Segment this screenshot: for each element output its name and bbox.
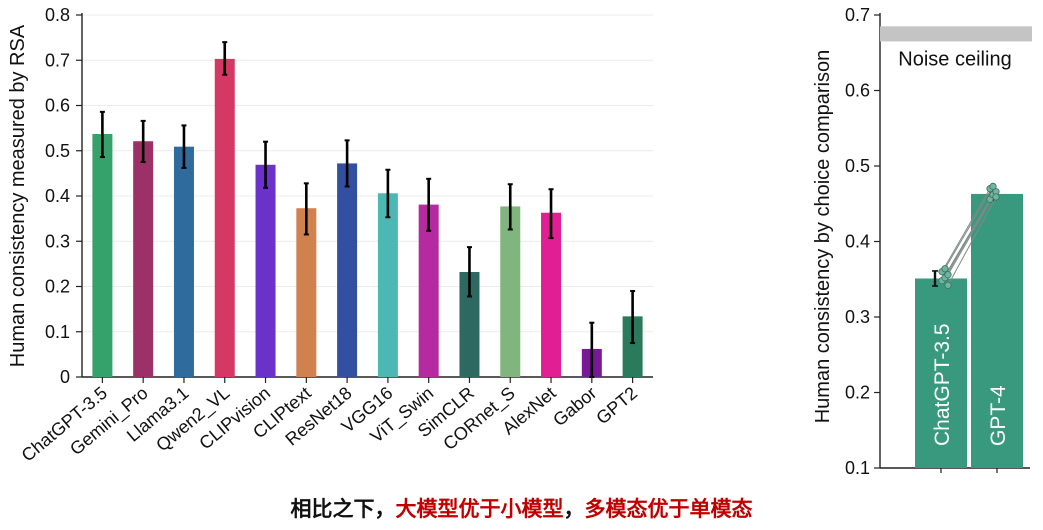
bar [214,58,235,377]
bar [173,146,194,377]
caption-part-3: ， [563,497,585,521]
bar [377,193,398,377]
chart-canvas: 0 0.1 0.2 0.3 0.4 0.5 0.6 0.7 0.8 Human consisten… [7,5,1032,478]
pair-line [941,188,991,272]
bar-label: GPT-4 [987,385,1010,446]
bar [500,206,521,377]
bar [541,212,562,377]
y-tick-label: 0.1 [845,458,870,478]
y-tick-label: 0.7 [45,50,70,70]
caption-part-2: 大模型优于小模型 [395,497,564,521]
y-tick-label: 0.4 [845,232,870,252]
bar [418,204,439,377]
data-point [944,271,952,279]
caption-part-4: 多模态优于单模态 [584,497,753,521]
data-point [944,281,952,289]
y-tick-label: 0 [60,367,70,387]
caption-part-1: 相比之下， [290,497,396,521]
caption: 相比之下，大模型优于小模型，多模态优于单模态 [0,493,1043,523]
y-tick-label: 0.6 [845,81,870,101]
noise-ceiling-label: Noise ceiling [898,48,1011,70]
pair-line [944,194,994,278]
y-tick-label: 0.3 [845,307,870,327]
right-bar-chart: 0.1 0.2 0.3 0.4 0.5 0.6 0.7 Human consistency b… [812,5,1032,478]
data-point [992,193,1000,201]
y-tick-label: 0.5 [45,141,70,161]
noise-ceiling-band [880,26,1032,42]
bar [622,316,643,377]
x-tick-label: GPT2 [592,383,641,429]
y-tick-label: 0.2 [845,383,870,403]
y-tick-label: 0.5 [845,156,870,176]
y-tick-label: 0.6 [45,96,70,116]
x-tick-label: Gabor [549,383,600,430]
bar [133,141,154,377]
pair-line [947,196,997,286]
bar [337,163,358,377]
y-tick-label: 0.4 [45,186,70,206]
y-axis-label: Human consistency measured by RSA [7,24,29,367]
y-tick-label: 0.2 [45,277,70,297]
left-bar-chart: 0 0.1 0.2 0.3 0.4 0.5 0.6 0.7 0.8 Human consisten… [7,5,653,466]
pair-line [944,186,994,269]
y-tick-label: 0.8 [45,5,70,25]
bar [255,164,276,377]
bar [296,208,317,377]
bar-label: ChatGPT-3.5 [931,323,954,446]
bar [92,134,113,377]
pair-line [947,191,997,275]
data-point [941,265,949,273]
y-tick-label: 0.3 [45,231,70,251]
y-axis-label: Human consistency by choice comparison [812,50,834,424]
bar [971,193,1023,468]
bar [915,278,967,468]
bar [459,272,480,377]
data-point [989,182,997,190]
y-tick-label: 0.7 [845,5,870,25]
y-tick-label: 0.1 [45,322,70,342]
